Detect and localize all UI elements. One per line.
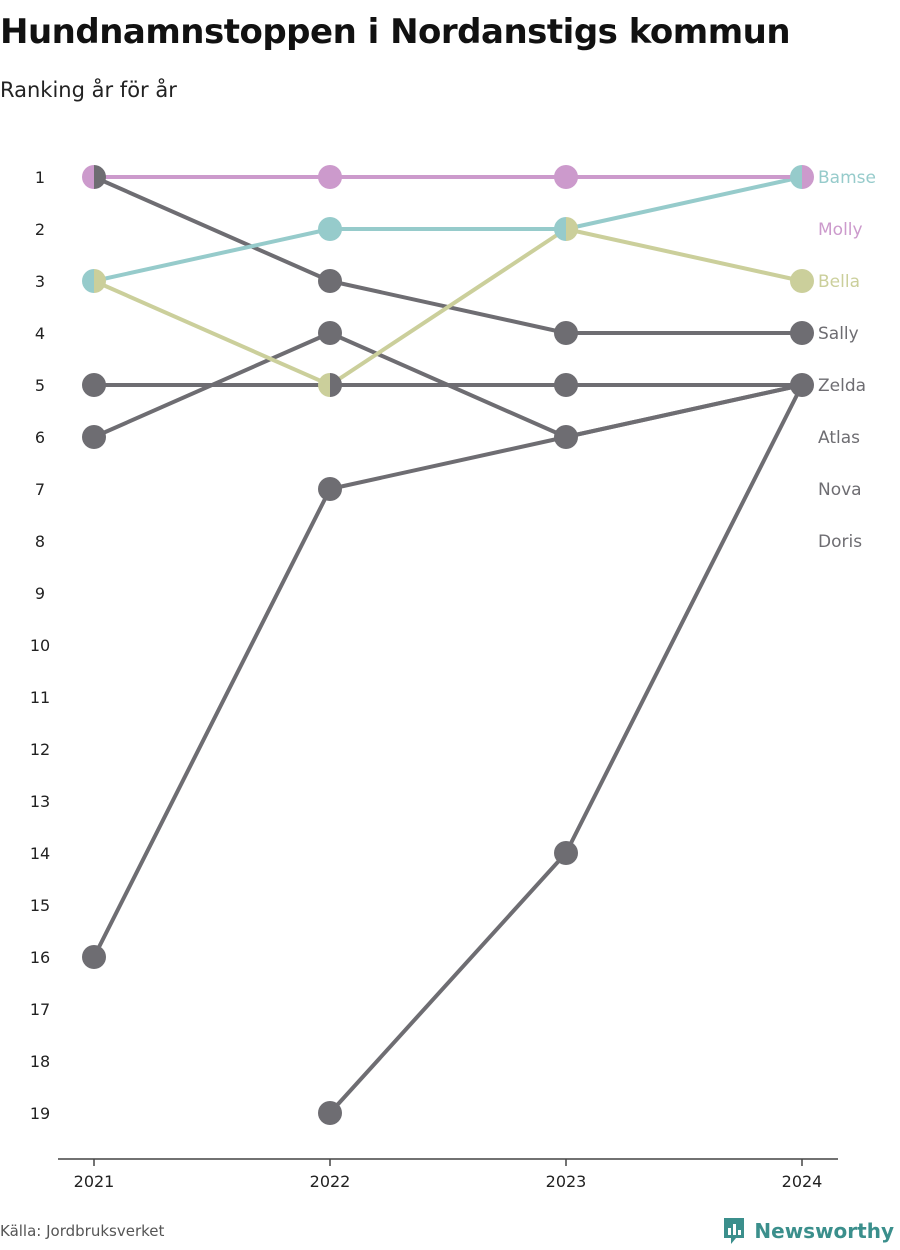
y-tick-label: 1	[35, 168, 45, 187]
point-sally-2024	[790, 321, 814, 345]
y-tick-label: 4	[35, 324, 45, 343]
chart-title: Hundnamnstoppen i Nordanstigs kommun	[0, 12, 791, 52]
source-note: Källa: Jordbruksverket	[0, 1222, 165, 1240]
series-label-molly: Molly	[818, 220, 863, 240]
series-line-doris	[328, 384, 804, 1115]
newsworthy-logo-icon	[724, 1218, 745, 1244]
series-points	[82, 165, 814, 1125]
y-tick-label: 18	[30, 1052, 50, 1071]
series-label-sally: Sally	[818, 324, 859, 344]
point-bella-2024	[790, 269, 814, 293]
y-tick-label: 7	[35, 480, 45, 499]
y-tick-label: 6	[35, 428, 45, 447]
y-tick-label: 14	[30, 844, 50, 863]
point-bamse-molly-2024	[790, 165, 814, 189]
point-atlas-2022	[318, 321, 342, 345]
point-doris-2022	[318, 1101, 342, 1125]
point-molly-2023	[554, 165, 578, 189]
y-tick-label: 9	[35, 584, 45, 603]
x-tick-label: 2024	[782, 1172, 823, 1191]
series-label-zelda: Zelda	[818, 376, 866, 396]
series-line-bamse	[93, 175, 803, 283]
series-label-bella: Bella	[818, 272, 860, 292]
y-tick-label: 10	[30, 636, 50, 655]
y-tick-label: 15	[30, 896, 50, 915]
point-bella-zelda-2022	[318, 373, 342, 397]
chart-subtitle: Ranking år för år	[0, 78, 177, 102]
point-zelda-2021	[82, 373, 106, 397]
y-tick-label: 12	[30, 740, 50, 759]
y-tick-label: 5	[35, 376, 45, 395]
y-tick-label: 19	[30, 1104, 50, 1123]
point-zelda-2023	[554, 373, 578, 397]
x-axis: 2021 2022 2023 2024	[58, 1158, 838, 1191]
point-doris-2023	[554, 841, 578, 865]
y-tick-label: 2	[35, 220, 45, 239]
series-labels: Bamse Molly Bella Sally Zelda Atlas Nova Doris	[818, 168, 876, 552]
point-zelda-atlas-nova-doris-2024	[790, 373, 814, 397]
point-atlas-nova-2023	[554, 425, 578, 449]
x-tick-label: 2021	[74, 1172, 115, 1191]
brand-logo[interactable]: Newsworthy	[722, 1216, 894, 1246]
series-line-bella	[93, 227, 803, 387]
series-label-atlas: Atlas	[818, 428, 860, 448]
y-tick-label: 16	[30, 948, 50, 967]
y-tick-label: 3	[35, 272, 45, 291]
point-molly-2022	[318, 165, 342, 189]
point-atlas-2021	[82, 425, 106, 449]
y-tick-label: 13	[30, 792, 50, 811]
series-line-nova	[92, 383, 803, 958]
point-sally-2023	[554, 321, 578, 345]
y-tick-label: 8	[35, 532, 45, 551]
series-label-bamse: Bamse	[818, 168, 876, 188]
point-sally-2022	[318, 269, 342, 293]
y-tick-label: 17	[30, 1000, 50, 1019]
series-lines	[92, 175, 804, 1115]
point-bamse-bella-2023	[554, 217, 578, 241]
point-nova-2022	[318, 477, 342, 501]
point-nova-2021	[82, 945, 106, 969]
series-label-doris: Doris	[818, 532, 862, 552]
brand-name: Newsworthy	[754, 1219, 894, 1243]
x-tick-label: 2023	[546, 1172, 587, 1191]
y-tick-label: 11	[30, 688, 50, 707]
point-bamse-2022	[318, 217, 342, 241]
point-bamse-bella-2021	[82, 269, 106, 293]
series-label-nova: Nova	[818, 480, 862, 500]
x-tick-label: 2022	[310, 1172, 351, 1191]
point-molly-sally-2021	[82, 165, 106, 189]
